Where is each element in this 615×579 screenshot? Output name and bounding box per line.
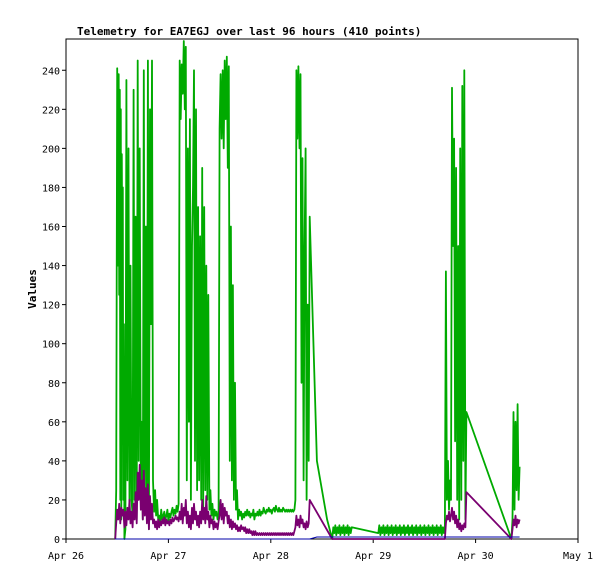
y-axis-label: Values (26, 269, 39, 309)
y-tick-label: 60 (48, 418, 60, 429)
y-tick-label: 40 (48, 457, 60, 468)
plot-frame (65, 38, 579, 540)
series-line-2 (114, 463, 521, 540)
x-tick-label: Apr 29 (355, 551, 391, 562)
x-tick-label: Apr 26 (48, 551, 84, 562)
series-line-3 (115, 536, 520, 540)
y-tick-label: 20 (48, 496, 60, 507)
x-axis: Apr 26 Apr 27 Apr 28 Apr 29 Apr 30 May 1 (48, 539, 593, 562)
x-tick-label: Apr 27 (150, 551, 186, 562)
chart-title: Telemetry for EA7EGJ over last 96 hours … (77, 25, 421, 38)
y-tick-label: 100 (42, 340, 60, 351)
series-layer (114, 40, 521, 540)
y-tick-label: 0 (54, 535, 60, 546)
y-tick-label: 240 (42, 66, 60, 77)
x-tick-label: Apr 28 (253, 551, 289, 562)
x-tick-label: Apr 30 (458, 551, 494, 562)
y-tick-label: 80 (48, 379, 60, 390)
y-tick-label: 180 (42, 183, 60, 194)
y-tick-label: 160 (42, 223, 60, 234)
y-tick-label: 200 (42, 144, 60, 155)
y-tick-label: 220 (42, 105, 60, 116)
y-axis: 0 20 40 60 80 100 120 140 160 180 200 220 240 (42, 66, 66, 546)
y-tick-label: 120 (42, 301, 60, 312)
x-tick-label: May 1 (563, 551, 593, 562)
y-tick-label: 140 (42, 262, 60, 273)
series-line-1 (114, 40, 521, 540)
